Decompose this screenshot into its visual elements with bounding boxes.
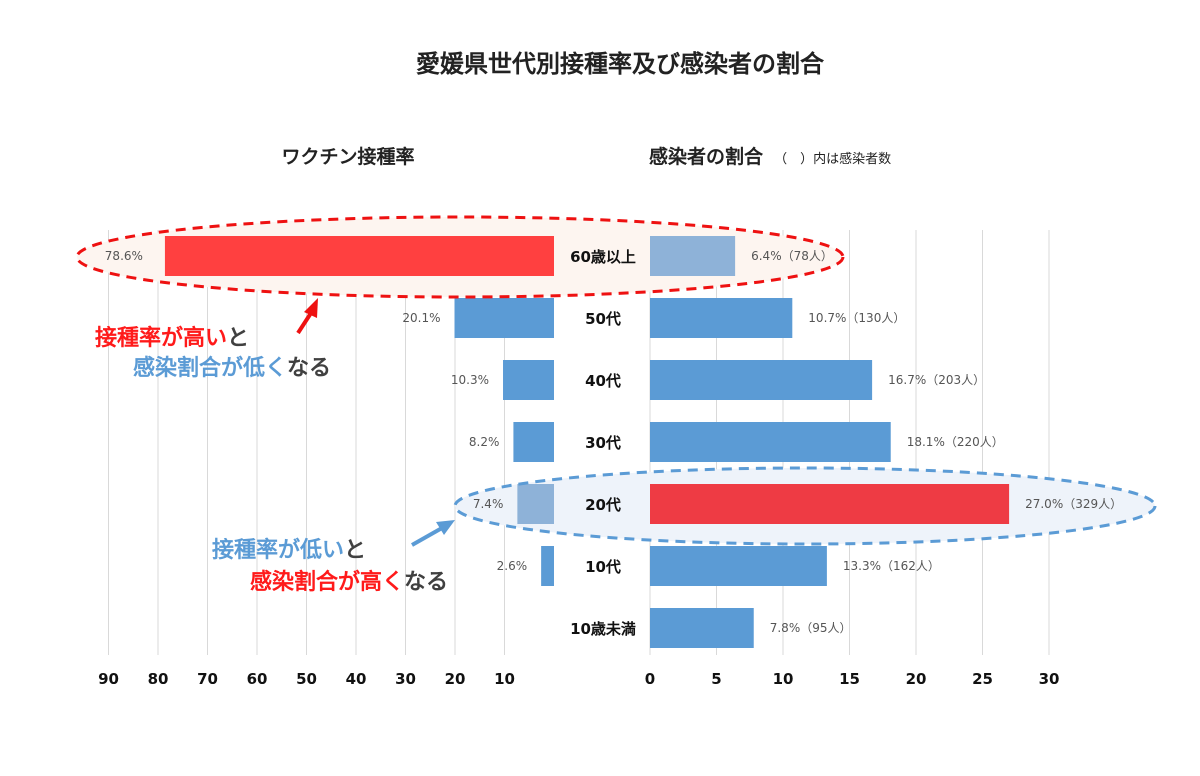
left-bar — [164, 236, 554, 276]
right-data-label: 16.7%（203人） — [888, 373, 985, 387]
annotation-top-line1: 接種率が高いと — [95, 325, 249, 351]
category-label: 10代 — [585, 558, 621, 576]
right-bar — [650, 546, 827, 586]
annotation-fragment: 感染割合が高く — [250, 569, 404, 595]
right-data-label: 6.4%（78人） — [751, 249, 833, 263]
right-bar — [650, 484, 1010, 524]
left-tick-label: 90 — [98, 670, 119, 688]
left-bar — [541, 546, 554, 586]
left-data-label: 2.6% — [497, 559, 528, 573]
right-bar — [650, 360, 873, 400]
highlight-ellipses — [75, 215, 1157, 546]
right-tick-label: 10 — [773, 670, 794, 688]
right-tick-label: 30 — [1039, 670, 1060, 688]
right-tick-label: 25 — [972, 670, 993, 688]
right-bar — [650, 298, 793, 338]
left-tick-label: 50 — [296, 670, 317, 688]
left-data-label: 8.2% — [469, 435, 500, 449]
right-tick-label: 0 — [645, 670, 655, 688]
left-data-label: 78.6% — [105, 249, 143, 263]
left-data-label: 10.3% — [451, 373, 489, 387]
category-label: 50代 — [585, 310, 621, 328]
chart-title: 愛媛県世代別接種率及び感染者の割合 — [416, 50, 825, 78]
right-data-label: 7.8%（95人） — [770, 621, 852, 635]
left-tick-label: 80 — [148, 670, 169, 688]
category-label: 10歳未満 — [570, 620, 636, 638]
annotation-fragment: と — [227, 326, 249, 351]
arrow-right-blue — [411, 526, 443, 547]
annotation-fragment: なる — [287, 356, 331, 381]
highlight-ellipse-bottom — [453, 466, 1157, 546]
left-tick-label: 30 — [395, 670, 416, 688]
left-bar — [503, 360, 554, 400]
category-label: 60歳以上 — [570, 248, 636, 266]
annotation-fragment: と — [344, 538, 366, 563]
annotation-fragment: 接種率が高い — [95, 325, 227, 351]
right-chart-heading-group: 感染者の割合 （ ）内は感染者数 — [649, 145, 891, 168]
left-tick-label: 40 — [346, 670, 367, 688]
annotation-bottom-line1: 接種率が低いと — [212, 537, 366, 563]
label-layer: 78.6% 60歳以上 6.4%（78人） 20.1% 50代 10.7%（130人） 10… — [105, 248, 1122, 638]
right-bar — [650, 236, 736, 276]
annotation-bottom-line2: 感染割合が高くなる — [250, 569, 448, 595]
left-bar — [454, 298, 554, 338]
left-data-label: 7.4% — [473, 497, 504, 511]
annotation-fragment: 接種率が低い — [212, 537, 344, 563]
right-data-label: 27.0%（329人） — [1025, 497, 1122, 511]
category-label: 30代 — [585, 434, 621, 452]
right-data-label: 18.1%（220人） — [907, 435, 1004, 449]
left-tick-label: 70 — [197, 670, 218, 688]
left-tick-label: 20 — [445, 670, 466, 688]
bar-layer — [164, 236, 1010, 648]
right-chart-note: （ ）内は感染者数 — [774, 151, 891, 167]
arrow-up-red — [296, 311, 313, 335]
left-tick-label: 60 — [247, 670, 268, 688]
right-bar — [650, 608, 754, 648]
annotation-top-line2: 感染割合が低くなる — [133, 355, 331, 381]
right-data-label: 10.7%（130人） — [808, 311, 905, 325]
annotation-fragment: 感染割合が低く — [133, 355, 287, 381]
left-bar — [517, 484, 554, 524]
right-bar — [650, 422, 891, 462]
highlight-ellipse-top — [75, 215, 845, 299]
arrow-right-blue-head — [436, 520, 455, 535]
tick-layer: 10 20 30 40 50 60 70 80 90 0 5 10 15 20 25 30 — [98, 670, 1059, 688]
right-tick-label: 5 — [711, 670, 721, 688]
right-tick-label: 20 — [906, 670, 927, 688]
right-chart-heading: 感染者の割合 — [649, 145, 764, 168]
right-data-label: 13.3%（162人） — [843, 559, 940, 573]
right-tick-label: 15 — [839, 670, 860, 688]
left-tick-label: 10 — [494, 670, 515, 688]
left-bar — [513, 422, 554, 462]
left-chart-heading: ワクチン接種率 — [281, 145, 414, 168]
category-label: 40代 — [585, 372, 621, 390]
annotation-fragment: なる — [404, 570, 448, 595]
arrow-up-red-head — [304, 298, 318, 318]
category-label: 20代 — [585, 496, 621, 514]
left-data-label: 20.1% — [402, 311, 440, 325]
